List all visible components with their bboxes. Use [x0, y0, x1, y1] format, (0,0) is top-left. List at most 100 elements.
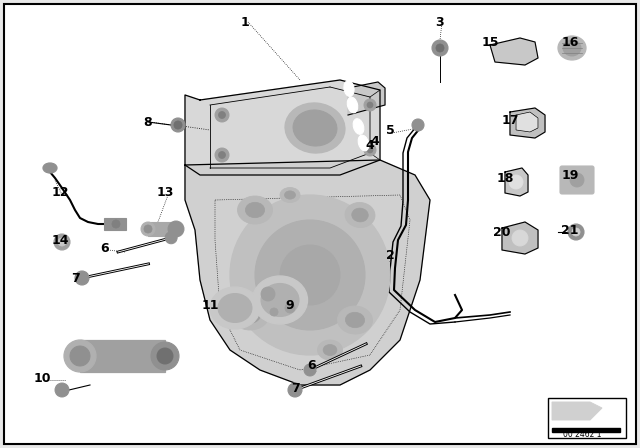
Circle shape [572, 228, 580, 236]
Circle shape [174, 121, 182, 129]
Circle shape [568, 224, 584, 240]
Text: 4: 4 [365, 138, 374, 151]
Circle shape [364, 99, 376, 111]
Circle shape [230, 195, 390, 355]
Ellipse shape [317, 340, 342, 360]
Bar [104, 218, 126, 230]
Text: 19: 19 [561, 168, 579, 181]
Text: 18: 18 [496, 172, 514, 185]
Circle shape [261, 287, 275, 301]
Polygon shape [505, 168, 528, 196]
Text: 7: 7 [70, 271, 79, 284]
Circle shape [151, 342, 179, 370]
Circle shape [412, 119, 424, 131]
Polygon shape [552, 428, 620, 432]
Text: 6: 6 [308, 358, 316, 371]
Circle shape [141, 222, 155, 236]
Ellipse shape [218, 293, 252, 323]
Polygon shape [516, 112, 538, 132]
Text: 3: 3 [436, 16, 444, 29]
Ellipse shape [231, 300, 269, 330]
FancyBboxPatch shape [560, 166, 594, 194]
Ellipse shape [348, 97, 358, 113]
Circle shape [64, 340, 96, 372]
Text: 8: 8 [144, 116, 152, 129]
Ellipse shape [253, 276, 307, 324]
Ellipse shape [237, 196, 273, 224]
Circle shape [285, 303, 295, 313]
Text: 1: 1 [241, 16, 250, 29]
Text: 2: 2 [386, 249, 394, 262]
Polygon shape [185, 80, 380, 175]
Ellipse shape [285, 103, 345, 153]
Polygon shape [552, 402, 602, 420]
Text: 21: 21 [561, 224, 579, 237]
Circle shape [304, 364, 316, 376]
Bar [80, 340, 165, 372]
Ellipse shape [345, 202, 375, 228]
Circle shape [432, 40, 448, 56]
Circle shape [270, 308, 278, 316]
Circle shape [171, 118, 185, 132]
Ellipse shape [346, 312, 365, 327]
Circle shape [364, 144, 376, 156]
Text: 14: 14 [51, 233, 68, 246]
Ellipse shape [280, 188, 300, 202]
Circle shape [280, 245, 340, 305]
Circle shape [570, 173, 584, 187]
Circle shape [367, 147, 373, 153]
Circle shape [512, 230, 528, 246]
Text: 13: 13 [156, 185, 173, 198]
Ellipse shape [112, 220, 120, 228]
Ellipse shape [358, 135, 369, 151]
Circle shape [367, 102, 373, 108]
Ellipse shape [353, 119, 364, 134]
Ellipse shape [285, 191, 296, 199]
Ellipse shape [245, 202, 264, 218]
Polygon shape [185, 160, 430, 385]
Text: 10: 10 [33, 371, 51, 384]
Circle shape [70, 346, 90, 366]
Text: 6: 6 [100, 241, 109, 254]
Ellipse shape [352, 208, 368, 222]
Text: 15: 15 [481, 35, 499, 48]
Ellipse shape [239, 307, 260, 323]
Circle shape [288, 383, 302, 397]
Ellipse shape [337, 306, 372, 334]
Bar [148, 222, 176, 236]
Polygon shape [502, 222, 538, 254]
Text: 4: 4 [370, 135, 379, 148]
Circle shape [218, 151, 225, 159]
Text: 16: 16 [561, 35, 579, 48]
Text: 11: 11 [201, 298, 219, 311]
Circle shape [215, 148, 229, 162]
Ellipse shape [344, 81, 354, 96]
Ellipse shape [261, 284, 299, 316]
Polygon shape [510, 108, 545, 138]
Text: 00 2462 1: 00 2462 1 [563, 430, 601, 439]
Text: 9: 9 [285, 298, 294, 311]
Text: 20: 20 [493, 225, 511, 238]
Circle shape [218, 112, 225, 119]
Circle shape [58, 238, 66, 246]
Circle shape [54, 234, 70, 250]
Circle shape [215, 108, 229, 122]
Circle shape [255, 220, 365, 330]
Text: 17: 17 [501, 113, 519, 126]
Ellipse shape [563, 40, 581, 56]
Polygon shape [490, 38, 538, 65]
Circle shape [509, 175, 523, 189]
Ellipse shape [210, 287, 260, 329]
Ellipse shape [293, 110, 337, 146]
Polygon shape [348, 82, 385, 115]
Text: 7: 7 [292, 382, 300, 395]
Circle shape [55, 383, 69, 397]
Circle shape [75, 271, 89, 285]
Text: 12: 12 [51, 185, 68, 198]
Ellipse shape [323, 345, 337, 356]
Circle shape [157, 348, 173, 364]
Ellipse shape [558, 36, 586, 60]
Bar [548, 398, 626, 438]
Text: 5: 5 [386, 124, 394, 137]
Ellipse shape [43, 163, 57, 173]
